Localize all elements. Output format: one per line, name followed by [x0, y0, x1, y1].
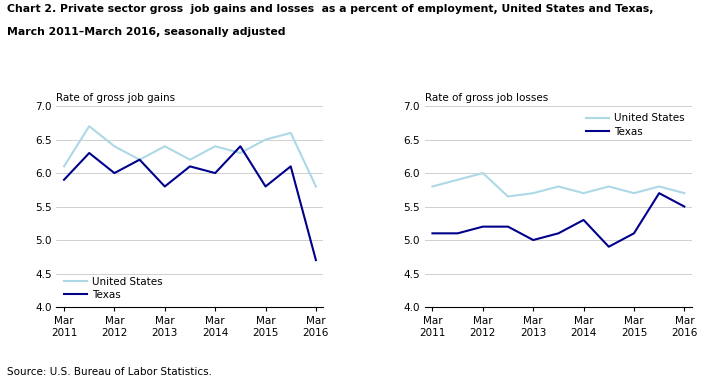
United States	[211, 144, 220, 149]
United States	[311, 184, 320, 189]
United States	[604, 184, 613, 189]
United States	[186, 157, 194, 162]
Texas	[186, 164, 194, 169]
Texas	[655, 191, 664, 196]
United States	[680, 191, 688, 196]
Texas	[311, 258, 320, 262]
Texas	[136, 157, 144, 162]
United States	[504, 194, 513, 199]
Texas	[604, 244, 613, 249]
Text: March 2011–March 2016, seasonally adjusted: March 2011–March 2016, seasonally adjust…	[7, 27, 285, 36]
United States	[529, 191, 537, 196]
United States	[554, 184, 563, 189]
Line: Texas: Texas	[64, 146, 316, 260]
Texas	[554, 231, 563, 236]
Line: Texas: Texas	[433, 193, 684, 247]
Texas	[680, 204, 688, 209]
Line: United States: United States	[433, 173, 684, 197]
Text: Rate of gross job losses: Rate of gross job losses	[425, 92, 548, 103]
Texas	[60, 177, 68, 182]
United States	[136, 157, 144, 162]
Texas	[160, 184, 169, 189]
United States	[479, 171, 487, 175]
Legend: United States, Texas: United States, Texas	[61, 274, 164, 302]
United States	[110, 144, 119, 149]
United States	[85, 124, 93, 128]
United States	[261, 137, 270, 142]
United States	[429, 184, 437, 189]
Texas	[580, 218, 588, 222]
Line: United States: United States	[64, 126, 316, 186]
Legend: United States, Texas: United States, Texas	[584, 111, 687, 139]
United States	[60, 164, 68, 169]
United States	[236, 151, 244, 155]
United States	[287, 131, 295, 135]
Texas	[110, 171, 119, 175]
Texas	[211, 171, 220, 175]
Text: Chart 2. Private sector gross  job gains and losses  as a percent of employment,: Chart 2. Private sector gross job gains …	[7, 4, 654, 14]
Text: Source: U.S. Bureau of Labor Statistics.: Source: U.S. Bureau of Labor Statistics.	[7, 367, 212, 377]
United States	[630, 191, 638, 196]
Texas	[630, 231, 638, 236]
Texas	[287, 164, 295, 169]
Texas	[85, 151, 93, 155]
Texas	[529, 238, 537, 242]
United States	[655, 184, 664, 189]
United States	[453, 177, 462, 182]
Text: Rate of gross job gains: Rate of gross job gains	[56, 92, 176, 103]
Texas	[479, 224, 487, 229]
Texas	[504, 224, 513, 229]
Texas	[429, 231, 437, 236]
Texas	[453, 231, 462, 236]
United States	[160, 144, 169, 149]
Texas	[261, 184, 270, 189]
Texas	[236, 144, 244, 149]
United States	[580, 191, 588, 196]
